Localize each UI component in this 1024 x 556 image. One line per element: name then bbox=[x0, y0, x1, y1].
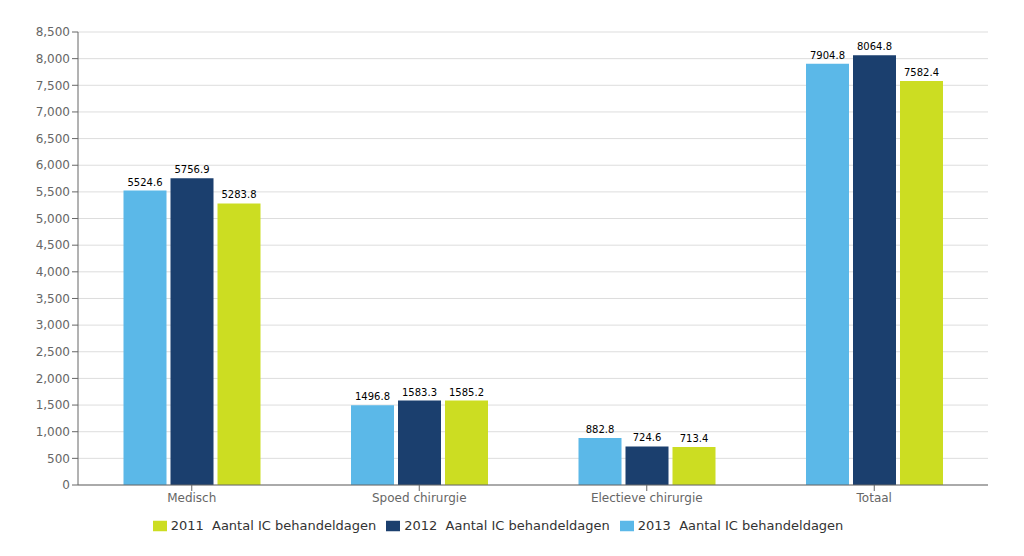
svg-text:713.4: 713.4 bbox=[680, 433, 709, 444]
svg-text:6,500: 6,500 bbox=[36, 132, 70, 146]
svg-text:8064.8: 8064.8 bbox=[857, 41, 892, 52]
svg-text:5524.6: 5524.6 bbox=[128, 177, 163, 188]
svg-text:7582.4: 7582.4 bbox=[904, 67, 939, 78]
svg-text:5756.9: 5756.9 bbox=[175, 164, 210, 175]
svg-text:5,000: 5,000 bbox=[36, 212, 70, 226]
svg-text:500: 500 bbox=[47, 452, 70, 466]
svg-text:5,500: 5,500 bbox=[36, 185, 70, 199]
html-text:2013 Aantal IC behandeldagen: 2013 Aantal IC behandeldagen bbox=[637, 518, 844, 533]
svg-text:4,000: 4,000 bbox=[36, 265, 70, 279]
html-text:2012 Aantal IC behandeldagen: 2012 Aantal IC behandeldagen bbox=[404, 518, 610, 533]
svg-text:882.8: 882.8 bbox=[586, 424, 615, 435]
html-text:2011 Aantal IC behandeldagen: 2011 Aantal IC behandeldagen bbox=[170, 518, 377, 533]
svg-text:8,000: 8,000 bbox=[36, 52, 70, 66]
svg-text:Electieve chirurgie: Electieve chirurgie bbox=[591, 491, 703, 505]
svg-text:1,000: 1,000 bbox=[36, 425, 70, 439]
svg-text:Medisch: Medisch bbox=[167, 491, 216, 505]
svg-text:0: 0 bbox=[62, 478, 70, 492]
svg-text:4,500: 4,500 bbox=[36, 238, 70, 252]
svg-text:Spoed chirurgie: Spoed chirurgie bbox=[372, 491, 467, 505]
svg-text:1585.2: 1585.2 bbox=[449, 387, 484, 398]
svg-text:5283.8: 5283.8 bbox=[222, 189, 257, 200]
svg-text:2,500: 2,500 bbox=[36, 345, 70, 359]
svg-text:1583.3: 1583.3 bbox=[402, 387, 437, 398]
svg-text:724.6: 724.6 bbox=[633, 432, 662, 443]
svg-text:1496.8: 1496.8 bbox=[355, 391, 390, 402]
svg-text:8,500: 8,500 bbox=[36, 25, 70, 39]
svg-text:2,000: 2,000 bbox=[36, 372, 70, 386]
svg-text:6,000: 6,000 bbox=[36, 158, 70, 172]
svg-text:7,000: 7,000 bbox=[36, 105, 70, 119]
svg-text:3,000: 3,000 bbox=[36, 318, 70, 332]
svg-text:1,500: 1,500 bbox=[36, 398, 70, 412]
svg-text:3,500: 3,500 bbox=[36, 292, 70, 306]
svg-text:7904.8: 7904.8 bbox=[810, 50, 845, 61]
svg-text:Totaal: Totaal bbox=[856, 491, 892, 505]
svg-text:7,500: 7,500 bbox=[36, 79, 70, 93]
